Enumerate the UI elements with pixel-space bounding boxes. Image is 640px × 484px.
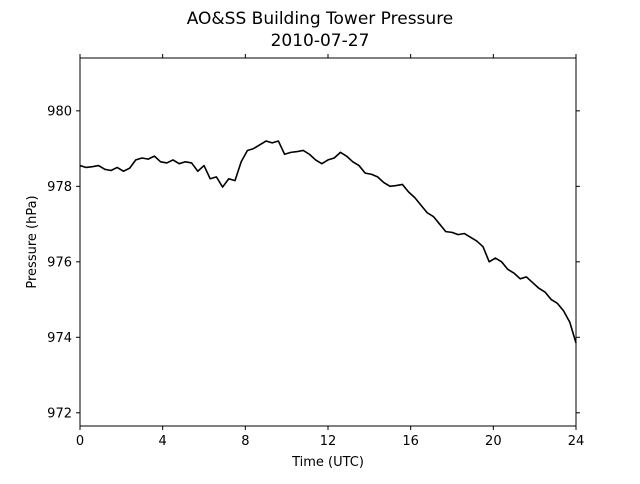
plot-area — [79, 140, 577, 344]
plot-frame — [79, 57, 577, 427]
y-tick-label: 972 — [47, 406, 72, 421]
x-tick-label: 4 — [159, 434, 167, 449]
x-tick-label: 24 — [568, 434, 585, 449]
x-tick-label: 12 — [320, 434, 337, 449]
axis-ticks: 0 4 8 12 16 20 24 972 974 976 978 980 — [47, 54, 584, 449]
pressure-series-line — [79, 140, 577, 344]
chart-subtitle: 2010-07-27 — [271, 31, 370, 51]
y-tick-label: 974 — [47, 331, 72, 346]
x-tick-label: 16 — [402, 434, 419, 449]
x-tick-label: 20 — [485, 434, 502, 449]
x-tick-label: 8 — [241, 434, 249, 449]
y-tick-label: 978 — [47, 180, 72, 195]
y-tick-label: 976 — [47, 255, 72, 270]
x-axis-label: Time (UTC) — [291, 455, 364, 470]
chart-title: AO&SS Building Tower Pressure — [187, 9, 454, 29]
y-axis-label: Pressure (hPa) — [25, 195, 40, 288]
x-tick-label: 0 — [76, 434, 84, 449]
y-tick-label: 980 — [47, 104, 72, 119]
